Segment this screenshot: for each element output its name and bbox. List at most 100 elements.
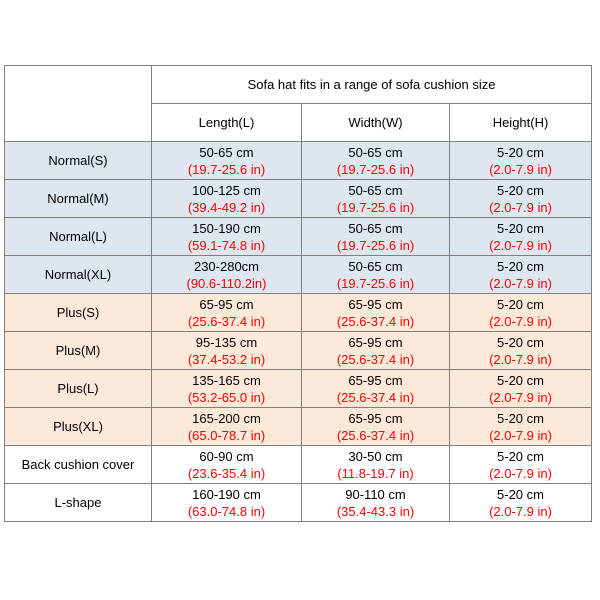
height-inch: (2.0-7.9 in) (489, 389, 552, 405)
height-cell: 5-20 cm (2.0-7.9 in) (448, 217, 593, 256)
row-label: Normal(XL) (4, 255, 152, 294)
table-row: Plus(S) 65-95 cm (25.6-37.4 in) 65-95 cm(… (4, 293, 593, 332)
width-cm: 65-95 cm (348, 334, 403, 350)
length-cell: 150-190 cm (59.1-74.8 in) (151, 217, 302, 256)
table-row: Plus(L) 135-165 cm (53.2-65.0 in) 65-95 c… (4, 369, 593, 408)
height-cell: 5-20 cm (2.0-7.9 in) (448, 369, 593, 408)
row-label: Plus(L) (4, 369, 152, 408)
row-label: Back cushion cover (4, 445, 152, 484)
length-cell: 230-280cm (90.6-110.2in) (151, 255, 302, 294)
width-cm: 50-65 cm (348, 220, 403, 236)
height-inch: (2.0-7.9 in) (489, 237, 552, 253)
table-header-row: Sofa hat fits in a range of sofa cushion… (4, 65, 593, 142)
height-cell: 5-20 cm (2.0-7.9 in) (448, 407, 593, 446)
row-label: Plus(XL) (4, 407, 152, 446)
length-cm: 60-90 cm (199, 448, 254, 464)
height-cell: 5-20 cm (2.0-7.9 in) (448, 293, 593, 332)
column-header-length: Length(L) (151, 103, 302, 142)
length-cm: 100-125 cm (192, 182, 261, 198)
height-inch: (2.0-7.9 in) (489, 503, 552, 519)
width-inch: (19.7-25.6 in) (336, 161, 415, 177)
height-cm: 5-20 cm (497, 258, 544, 274)
length-cell: 60-90 cm (23.6-35.4 in) (151, 445, 302, 484)
length-inch: (63.0-74.8 in) (187, 503, 266, 519)
length-inch: (37.4-53.2 in) (187, 351, 266, 367)
width-inch: (25.6-37.4 in) (336, 427, 415, 443)
width-cm: 30-50 cm (348, 448, 403, 464)
width-cell: 90-110 cm (35.4-43.3 in) (301, 483, 450, 522)
length-cm: 65-95 cm (199, 296, 254, 312)
table-row: Normal(S) 50-65 cm (19.7-25.6 in) 50-65 c… (4, 141, 593, 180)
width-cm: 50-65 cm (348, 144, 403, 160)
width-inch: (25.6-37.4 in) (336, 351, 415, 367)
length-inch: (53.2-65.0 in) (187, 389, 266, 405)
height-cm: 5-20 cm (497, 182, 544, 198)
height-cm: 5-20 cm (497, 220, 544, 236)
width-cm: 90-110 cm (345, 486, 406, 502)
length-cm: 160-190 cm (192, 486, 261, 502)
length-inch: (23.6-35.4 in) (187, 465, 266, 481)
length-inch: (25.6-37.4 in) (187, 313, 266, 329)
height-cm: 5-20 cm (497, 372, 544, 388)
column-header-row: Length(L) Width(W) Height(H) (5, 103, 593, 142)
row-label: Plus(S) (4, 293, 152, 332)
width-cell: 65-95 cm (25.6-37.4 in) (301, 369, 450, 408)
height-cm: 5-20 cm (497, 410, 544, 426)
column-header-width: Width(W) (301, 103, 450, 142)
width-cell: 65-95 cm (25.6-37.4 in) (301, 293, 450, 332)
height-inch: (2.0-7.9 in) (489, 275, 552, 291)
table-row: Plus(M) 95-135 cm (37.4-53.2 in) 65-95 cm… (4, 331, 593, 370)
width-inch: (19.7-25.6 in) (336, 275, 415, 291)
table-row: Back cushion cover 60-90 cm (23.6-35.4 in… (4, 445, 593, 484)
table-row: Normal(L) 150-190 cm (59.1-74.8 in) 50-65… (4, 217, 593, 256)
width-cm: 65-95 cm (348, 410, 403, 426)
height-cm: 5-20 cm (497, 296, 544, 312)
length-cell: 160-190 cm (63.0-74.8 in) (151, 483, 302, 522)
height-cm: 5-20 cm (497, 144, 544, 160)
height-cell: 5-20 cm (2.0-7.9 in) (448, 141, 593, 180)
width-cell: 50-65 cm (19.7-25.6 in) (301, 179, 450, 218)
width-cell: 65-95 cm (25.6-37.4 in) (301, 407, 450, 446)
height-cm: 5-20 cm (497, 448, 544, 464)
length-inch: (19.7-25.6 in) (187, 161, 266, 177)
width-cm: 50-65 cm (348, 258, 403, 274)
length-cm: 50-65 cm (199, 144, 254, 160)
width-inch: (11.8-19.7 in) (337, 465, 414, 481)
row-label: L-shape (4, 483, 152, 522)
height-inch: (2.0-7.9 in) (489, 427, 552, 443)
table-row: L-shape 160-190 cm (63.0-74.8 in) 90-110 … (4, 483, 593, 522)
height-inch: (2.0-7.9 in) (489, 199, 552, 215)
length-inch: (65.0-78.7 in) (187, 427, 266, 443)
height-cell: 5-20 cm (2.0-7.9 in) (448, 445, 593, 484)
width-cell: 50-65 cm (19.7-25.6 in) (301, 217, 450, 256)
length-inch: (90.6-110.2in) (186, 275, 267, 291)
table-row: Plus(XL) 165-200 cm (65.0-78.7 in) 65-95 … (4, 407, 593, 446)
width-cell: 30-50 cm (11.8-19.7 in) (301, 445, 450, 484)
row-label: Normal(L) (4, 217, 152, 256)
length-cell: 100-125 cm (39.4-49.2 in) (151, 179, 302, 218)
table-title: Sofa hat fits in a range of sofa cushion… (150, 65, 593, 104)
header-corner-cell (4, 65, 152, 142)
table-row: Normal(XL) 230-280cm (90.6-110.2in) 50-65… (4, 255, 593, 294)
width-inch: (25.6-37.4 in) (336, 313, 415, 329)
height-inch: (2.0-7.9 in) (489, 351, 552, 367)
length-cell: 135-165 cm (53.2-65.0 in) (151, 369, 302, 408)
length-cm: 135-165 cm (192, 372, 261, 388)
width-cell: 50-65 cm (19.7-25.6 in) (301, 141, 450, 180)
width-inch: (35.4-43.3 in) (336, 503, 415, 519)
length-cell: 95-135 cm (37.4-53.2 in) (151, 331, 302, 370)
width-cm: 50-65 cm (348, 182, 403, 198)
sofa-size-table: Sofa hat fits in a range of sofa cushion… (4, 65, 593, 522)
length-cm: 165-200 cm (192, 410, 261, 426)
height-cell: 5-20 cm (2.0-7.9 in) (448, 331, 593, 370)
height-cm: 5-20 cm (497, 486, 544, 502)
length-inch: (39.4-49.2 in) (187, 199, 266, 215)
length-inch: (59.1-74.8 in) (187, 237, 266, 253)
length-cell: 165-200 cm (65.0-78.7 in) (151, 407, 302, 446)
length-cm: 230-280cm (193, 258, 260, 274)
width-cm: 65-95 cm (348, 296, 403, 312)
row-label: Normal(M) (4, 179, 152, 218)
length-cell: 65-95 cm (25.6-37.4 in) (151, 293, 302, 332)
height-cm: 5-20 cm (497, 334, 544, 350)
width-cell: 50-65 cm (19.7-25.6 in) (301, 255, 450, 294)
